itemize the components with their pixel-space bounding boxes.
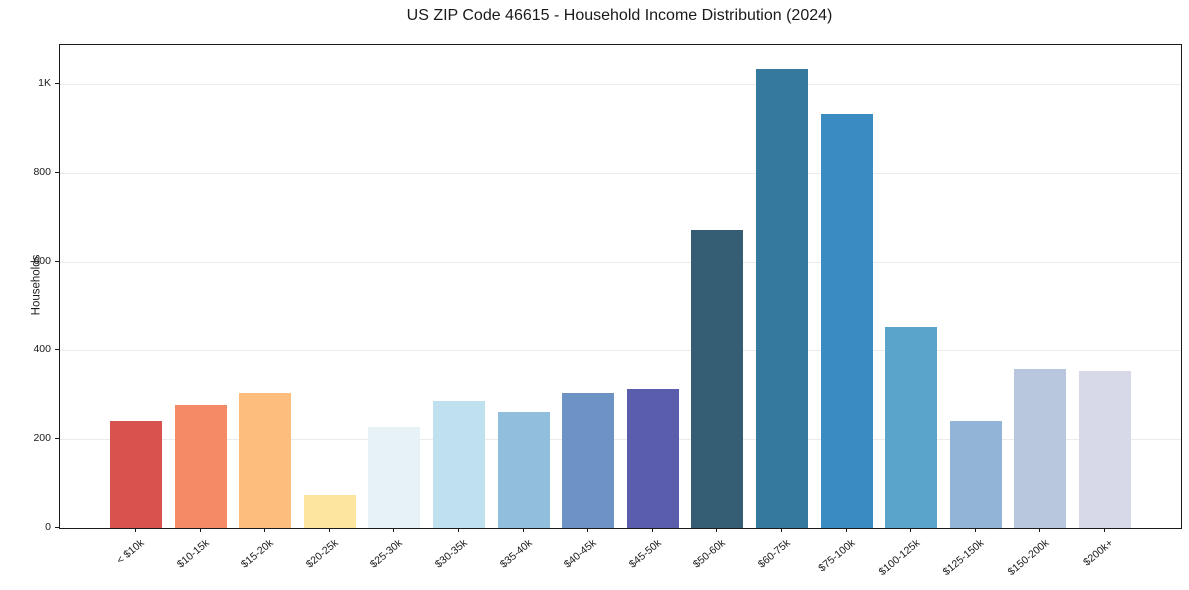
bar-$45-50k	[626, 388, 679, 528]
gridline-600	[60, 261, 1181, 263]
gridline-400	[60, 350, 1181, 352]
x-tick-mark	[135, 528, 136, 532]
x-tick-mark	[1039, 528, 1041, 532]
x-tick-mark	[587, 528, 589, 532]
x-tick-mark	[199, 528, 201, 532]
x-tick-label: $10-15k	[174, 537, 212, 571]
x-tick-mark	[781, 528, 782, 532]
bar-$50-60k	[691, 229, 744, 528]
bar-$200k+	[1079, 370, 1131, 528]
x-tick-mark	[1104, 528, 1105, 532]
x-tick-label: $60-75k	[755, 537, 793, 571]
bar-$60-75k	[756, 68, 808, 528]
gridline-800	[60, 172, 1181, 174]
plot-area	[59, 44, 1182, 529]
y-tick-label: 600	[33, 254, 51, 267]
x-tick-label: $45-50k	[626, 537, 664, 571]
x-tick-label: < $10k	[114, 537, 147, 567]
x-tick-mark	[974, 528, 976, 532]
y-tick-mark-600	[55, 260, 59, 262]
bar-$100-125k	[885, 326, 938, 528]
x-tick-label: $50-60k	[691, 537, 729, 571]
x-tick-label: $25-30k	[368, 537, 406, 571]
x-tick-mark	[393, 528, 395, 532]
bar-$15-20k	[239, 393, 292, 528]
x-tick-label: $20-25k	[303, 537, 341, 571]
bar-$40-45k	[562, 392, 615, 528]
chart-title: US ZIP Code 46615 - Household Income Dis…	[406, 7, 833, 24]
y-tick-label: 1K	[38, 77, 51, 90]
y-tick-label: 800	[33, 165, 51, 178]
y-tick-mark-200	[55, 438, 59, 440]
bar-$125-150k	[949, 421, 1002, 528]
x-tick-label: $30-35k	[432, 537, 470, 571]
x-tick-mark	[328, 528, 330, 532]
bar-$75-100k	[820, 113, 873, 528]
y-tick-label: 400	[33, 343, 51, 356]
x-tick-label: $40-45k	[562, 537, 599, 571]
y-tick-mark-1K	[55, 83, 59, 85]
x-tick-label: $100-125k	[876, 537, 922, 579]
bar-$30-35k	[433, 401, 485, 528]
gridline-1K	[60, 84, 1181, 86]
gridline-200	[60, 439, 1181, 441]
y-tick-label: 200	[33, 432, 51, 445]
x-tick-mark	[458, 528, 459, 532]
x-tick-mark	[716, 528, 718, 532]
y-tick-mark-800	[55, 171, 59, 173]
bar-$20-25k	[303, 495, 356, 528]
x-tick-mark	[522, 528, 524, 532]
x-tick-label: $125-150k	[940, 537, 987, 579]
x-tick-mark	[845, 528, 847, 532]
x-tick-label: $75-100k	[816, 537, 858, 575]
x-tick-mark	[651, 528, 653, 532]
bar-$10-15k	[174, 404, 227, 528]
y-tick-label: 0	[45, 521, 51, 533]
x-tick-mark	[264, 528, 266, 532]
x-tick-label: $15-20k	[239, 537, 276, 571]
x-tick-label: $35-40k	[497, 537, 535, 571]
y-tick-mark-0	[55, 527, 59, 528]
bar-$150-200k	[1014, 369, 1067, 528]
bar-< $10k	[110, 420, 162, 528]
x-tick-mark	[910, 528, 912, 532]
x-tick-label: $150-200k	[1005, 537, 1052, 579]
x-tick-label: $200k+	[1081, 537, 1116, 569]
bar-$35-40k	[497, 411, 550, 528]
y-tick-mark-400	[55, 349, 59, 351]
bar-$25-30k	[368, 426, 421, 528]
